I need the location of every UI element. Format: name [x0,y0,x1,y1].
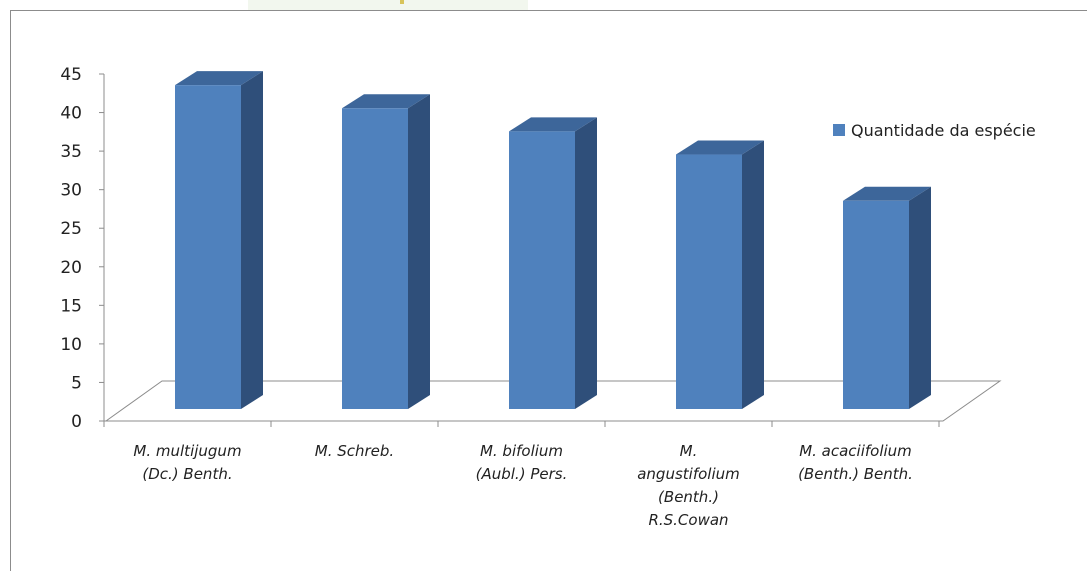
bar-side [408,94,430,410]
bar-front [676,154,742,409]
y-tick-label: 45 [60,65,82,85]
bar-top [676,140,764,155]
bar-side [909,186,931,409]
bar-side [241,71,263,409]
header-strip [248,0,528,10]
x-category-label: M. Schreb. [315,442,394,460]
bar-top [509,117,597,132]
bar-side [575,117,597,410]
x-category-label: M. angustifolium (Benth.) R.S.Cowan [637,442,740,529]
legend-label: Quantidade da espécie [851,121,1036,140]
legend: Quantidade da espécie [833,121,1036,140]
bar [342,94,430,410]
x-category-label: M. multijugum (Dc.) Benth. [133,442,241,483]
y-tick-label: 15 [60,296,82,316]
bar [175,71,263,409]
bar [676,140,764,410]
bar-top [175,71,263,86]
y-tick-label: 0 [71,412,82,432]
y-tick-label: 10 [60,335,82,355]
bar [843,186,931,409]
y-tick-label: 40 [60,104,82,124]
bar-chart: 0 5 10 15 20 25 30 35 40 45 M. multijugum (Dc.) Be… [60,65,1036,529]
header-mark [400,0,404,4]
y-tick-label: 5 [71,373,82,393]
bar-front [509,131,575,409]
y-tick-label: 30 [60,181,82,201]
chart-frame [10,10,1087,571]
x-category-label: M. acaciifolium (Benth.) Benth. [798,442,913,483]
y-tick-label: 20 [60,258,82,278]
bar [509,117,597,410]
bar-front [175,85,241,409]
bar-top [843,186,931,201]
bar-front [843,200,909,409]
x-category-label: M. bifolium (Aubl.) Pers. [476,442,568,483]
y-tick-label: 35 [60,142,82,162]
bar-top [342,94,430,109]
legend-swatch [833,124,845,136]
bar-front [342,108,408,410]
y-tick-label: 25 [60,219,82,239]
bar-side [742,140,764,410]
